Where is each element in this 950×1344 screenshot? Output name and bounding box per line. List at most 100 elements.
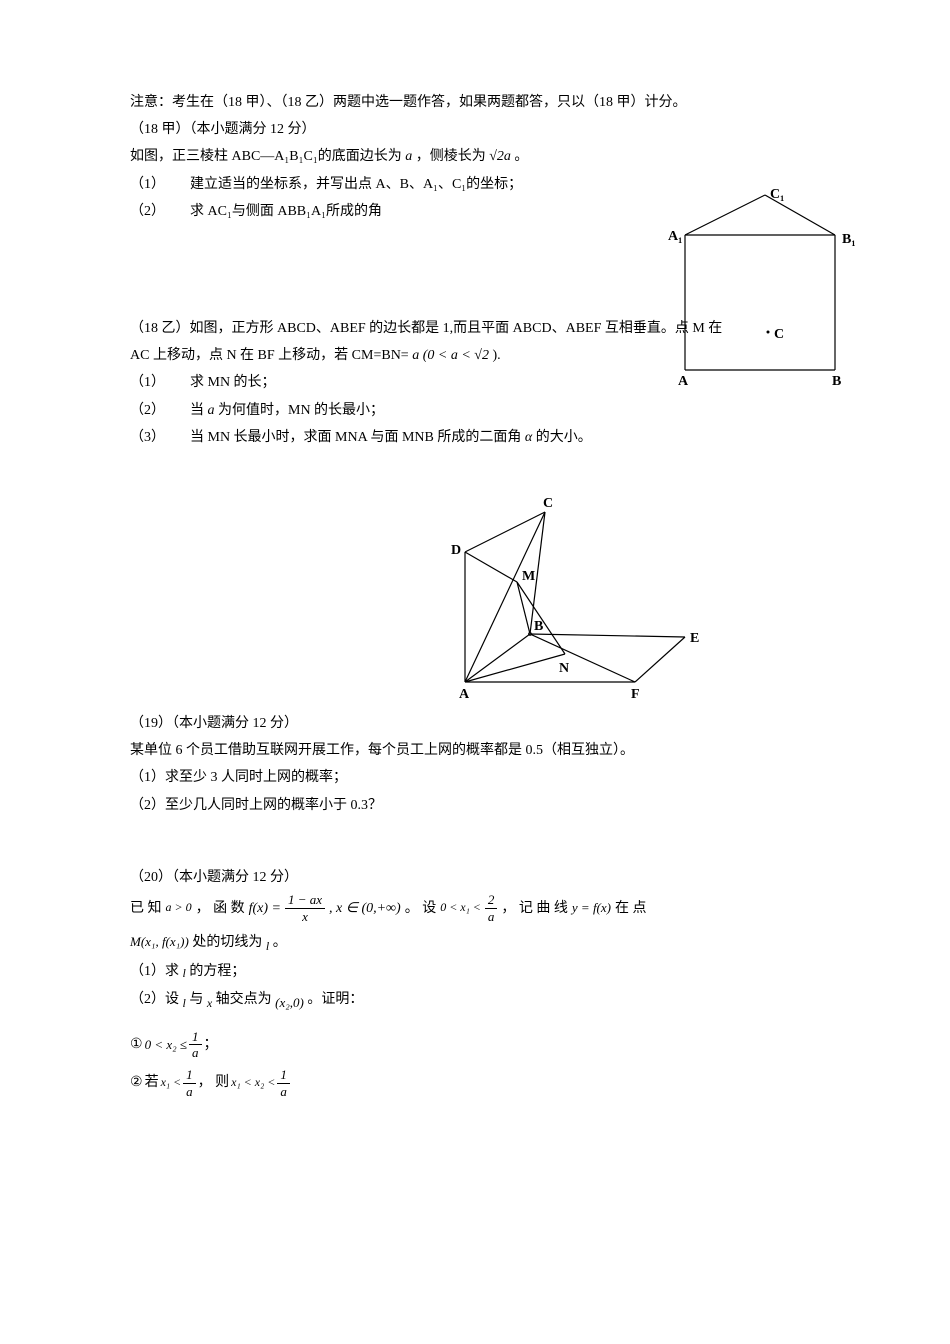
p20-q2-1: （2）设 [130, 992, 179, 1007]
p20-c2-if: 若 [145, 1070, 159, 1095]
p20-c2-f2d: a [277, 1084, 290, 1100]
p20-q1-2: 的方程； [189, 964, 245, 979]
p18b-q2-1: 当 [190, 403, 204, 418]
p20-c2-1: x₁ < [161, 1072, 182, 1094]
p20-Mx1: M(x₁, f(x₁)) 处的切线为 l 。 [130, 930, 820, 955]
p20-c2: ② 若 x₁ < 1 a ， 则 x₁ < x₂ < 1 a [130, 1067, 820, 1099]
p18b-rm: < [461, 348, 474, 363]
p18b-rc: ). [492, 348, 500, 363]
p20-yfx: y = f(x) [572, 896, 611, 919]
p20-dom: , x ∈ (0,+∞) [329, 896, 401, 921]
instruction-text: 注意：考生在（18 甲）、（18 乙）两题中选一题作答，如果两题都答，只以（18… [130, 95, 687, 110]
label-A1: A₁ [668, 229, 682, 244]
p18a-intro-3: 。 [514, 149, 528, 164]
p20-c2-f2n: 1 [277, 1067, 290, 1084]
p18b-q3-alpha: α [525, 430, 532, 445]
p20-set: 。 设 [405, 896, 437, 921]
p18b-q3-1: 当 MN 长最小时，求面 MNA 与面 MNB 所成的二面角 [190, 430, 521, 445]
p20-q2-prove: 。证明： [307, 992, 363, 1007]
lbl-M2: M [522, 569, 535, 584]
p18b-q3: （3） 当 MN 长最小时，求面 MNA 与面 MNB 所成的二面角 α 的大小… [130, 425, 820, 450]
p20-f1n: 1 − ax [285, 892, 325, 909]
p18b-q3-2: 的大小。 [536, 430, 592, 445]
lbl-C2: C [543, 496, 553, 511]
p18a-q1-text: 建立适当的坐标系，并写出点 A、B、A₁、C₁的坐标； [190, 177, 522, 192]
p20-frac1: 1 − ax x [285, 892, 325, 924]
p18a-q2-text: 求 AC₁与侧面 ABB₁A₁所成的角 [190, 204, 382, 219]
label-B1: B₁ [842, 232, 856, 247]
p20-q1-1: （1）求 [130, 964, 179, 979]
p20-f2d: a [485, 909, 498, 925]
p20-set2: ， 记 曲 线 [501, 896, 568, 921]
p20-known1: 已 知 [130, 896, 162, 921]
p20-c2-f2: 1 a [277, 1067, 290, 1099]
p20-q1-l: l [183, 966, 186, 980]
p20-c1-1: 0 < x₂ ≤ [145, 1033, 187, 1056]
p18b-figure-wrap: A F B E D C M N [130, 482, 820, 711]
lbl-F2: F [631, 687, 640, 702]
p18a-header: （18 甲）（本小题满分 12 分） [130, 117, 820, 142]
label-B: B [832, 374, 841, 389]
lbl-A2: A [459, 687, 470, 702]
p18b-q2-a: a [208, 403, 215, 418]
p20-f1d: x [285, 909, 325, 925]
p20-x1r: 0 < x₁ < [440, 897, 481, 919]
p20-c2-f1: 1 a [183, 1067, 196, 1099]
p20-q2-axis: 轴交点为 [216, 992, 272, 1007]
p19-q2: （2）至少几人同时上网的概率小于 0.3？ [130, 793, 820, 818]
p20-fd1: ， 函 数 [196, 896, 245, 921]
p18a-q1-num: （1） [130, 177, 165, 192]
p18b-h2-1: AC 上移动，点 N 在 BF 上移动，若 CM=BN= [130, 348, 409, 363]
p18a-q2-num: （2） [130, 204, 165, 219]
lbl-B2: B [534, 619, 543, 634]
p20-q2-pt: (x₂,0) [275, 995, 304, 1010]
p18b-q2: （2） 当 a 为何值时，MN 的长最小； [130, 398, 820, 423]
p18b-q3-num: （3） [130, 430, 165, 445]
p20-q2-l: l [183, 996, 186, 1010]
p18b-ro: (0 < [423, 348, 451, 363]
p20-c1: ① 0 < x₂ ≤ 1 a ； [130, 1029, 820, 1061]
p20-q2: （2）设 l 与 x 轴交点为 (x₂,0) 。证明： [130, 987, 820, 1012]
label-A: A [678, 374, 689, 389]
p18b-q1-text: 求 MN 的长； [190, 375, 276, 390]
p18a-sqrt2a: √2a [489, 149, 511, 164]
p18b-svg: A F B E D C M N [425, 482, 705, 702]
p20-tan: 处的切线为 [192, 935, 262, 950]
p20-l: l [266, 939, 269, 953]
p20-fxeq: f(x) = [249, 896, 281, 921]
p19-body: 某单位 6 个员工借助互联网开展工作，每个员工上网的概率都是 0.5（相互独立）… [130, 738, 820, 763]
lbl-D2: D [451, 543, 461, 558]
p18a-intro-2: ，侧棱长为 [416, 149, 486, 164]
p18b-rs: √2 [474, 348, 489, 363]
p18a-intro-1: 如图，正三棱柱 ABC—A₁B₁C₁的底面边长为 [130, 149, 402, 164]
p20-c2-num: ② [130, 1070, 143, 1095]
p20-c1-fn: 1 [189, 1029, 202, 1046]
p19-q1: （1）求至少 3 人同时上网的概率； [130, 765, 820, 790]
lbl-E2: E [690, 631, 699, 646]
p20-c2-f1d: a [183, 1084, 196, 1100]
p20-c2-then: ， 则 [198, 1070, 230, 1095]
p20-q1: （1）求 l 的方程； [130, 959, 820, 984]
p18a-intro: 如图，正三棱柱 ABC—A₁B₁C₁的底面边长为 a ，侧棱长为 √2a 。 [130, 144, 820, 169]
p20-c1-frac: 1 a [189, 1029, 202, 1061]
p18b-ra: a [451, 348, 458, 363]
label-C1: C₁ [770, 187, 784, 202]
p20-c1-num: ① [130, 1032, 143, 1057]
p19-header: （19）（本小题满分 12 分） [130, 711, 820, 736]
p18b-q2-2: 为何值时，MN 的长最小； [218, 403, 384, 418]
p20-known: 已 知 a > 0 ， 函 数 f(x) = 1 − ax x , x ∈ (0… [130, 892, 820, 924]
p20-c2-f1n: 1 [183, 1067, 196, 1084]
p20-frac2: 2 a [485, 892, 498, 924]
p18b-q2-num: （2） [130, 403, 165, 418]
p18a-figure: A₁ B₁ C₁ A B C [660, 180, 870, 399]
p20-q2-x: x [207, 996, 212, 1010]
p18b-a: a [412, 348, 419, 363]
prism-svg: A₁ B₁ C₁ A B C [660, 180, 870, 390]
p20-header: （20）（本小题满分 12 分） [130, 865, 820, 890]
p20-c2-2: x₁ < x₂ < [231, 1072, 275, 1094]
p20-c1-fd: a [189, 1045, 202, 1061]
p20-c1-semi: ； [204, 1032, 218, 1057]
p20-atpt: 在 点 [615, 896, 647, 921]
page-content: 注意：考生在（18 甲）、（18 乙）两题中选一题作答，如果两题都答，只以（18… [130, 90, 820, 1099]
p20-period: 。 [273, 935, 287, 950]
